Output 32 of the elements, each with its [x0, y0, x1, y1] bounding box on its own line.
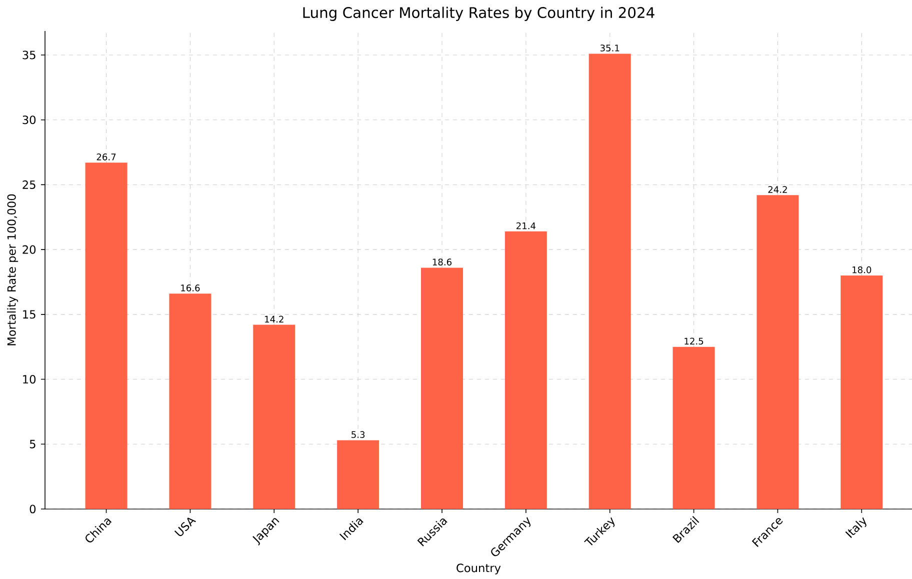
y-axis-title: Mortality Rate per 100,000 [7, 194, 18, 346]
y-tick-label: 30 [22, 116, 36, 124]
bar [253, 324, 296, 509]
y-tick-label: 10 [23, 375, 36, 384]
data-label: 35.1 [600, 44, 620, 52]
bar [756, 195, 799, 509]
bar [337, 440, 380, 509]
bar [672, 346, 715, 509]
data-label: 18.0 [852, 266, 872, 274]
bar [420, 268, 463, 509]
data-label: 21.4 [516, 222, 536, 230]
bar [840, 276, 883, 509]
x-tick-label: USA [174, 518, 196, 536]
data-label: 14.2 [265, 316, 284, 323]
bar [588, 54, 631, 509]
y-tick-label: 15 [23, 310, 36, 319]
bar [504, 231, 547, 509]
y-tick-label: 20 [22, 245, 36, 254]
chart-title: Lung Cancer Mortality Rates by Country in 2024 [303, 6, 654, 21]
y-tick-label: 0 [30, 504, 36, 514]
y-tick-label: 35 [22, 50, 36, 60]
bar [85, 162, 128, 509]
y-tick-label: 25 [22, 180, 36, 189]
data-label: 5.3 [352, 431, 365, 438]
data-label: 12.5 [684, 338, 704, 345]
data-label: 24.2 [768, 186, 787, 193]
data-label: 18.6 [432, 258, 452, 266]
data-label: 16.6 [181, 284, 200, 292]
y-tick-label: 5 [30, 440, 36, 448]
bar [169, 294, 212, 509]
data-label: 26.7 [96, 154, 116, 160]
x-axis-title: Country [456, 564, 501, 574]
